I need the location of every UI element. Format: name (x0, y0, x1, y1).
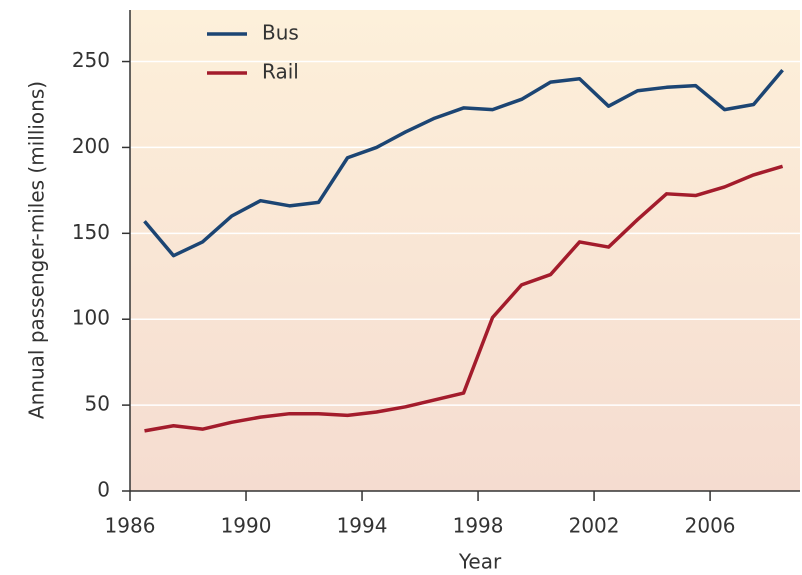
y-tick-label: 200 (72, 134, 110, 158)
x-tick-label: 1998 (453, 514, 504, 538)
legend-label: Rail (262, 60, 299, 84)
y-tick-label: 250 (72, 48, 110, 72)
x-tick-label: 2002 (569, 514, 620, 538)
y-axis-label: Annual passenger-miles (millions) (25, 81, 49, 419)
plot-background (130, 10, 800, 491)
x-tick-label: 1986 (105, 514, 156, 538)
x-tick-label: 1994 (337, 514, 388, 538)
y-tick-label: 50 (85, 392, 110, 416)
y-tick-label: 0 (97, 478, 110, 502)
x-tick-label: 1990 (221, 514, 272, 538)
series-line (143, 68, 784, 258)
y-tick-label: 150 (72, 220, 110, 244)
series-line (144, 164, 784, 433)
x-axis-label: Year (458, 550, 502, 574)
legend-label: Bus (262, 21, 299, 45)
x-tick-label: 2006 (685, 514, 736, 538)
y-tick-label: 100 (72, 306, 110, 330)
